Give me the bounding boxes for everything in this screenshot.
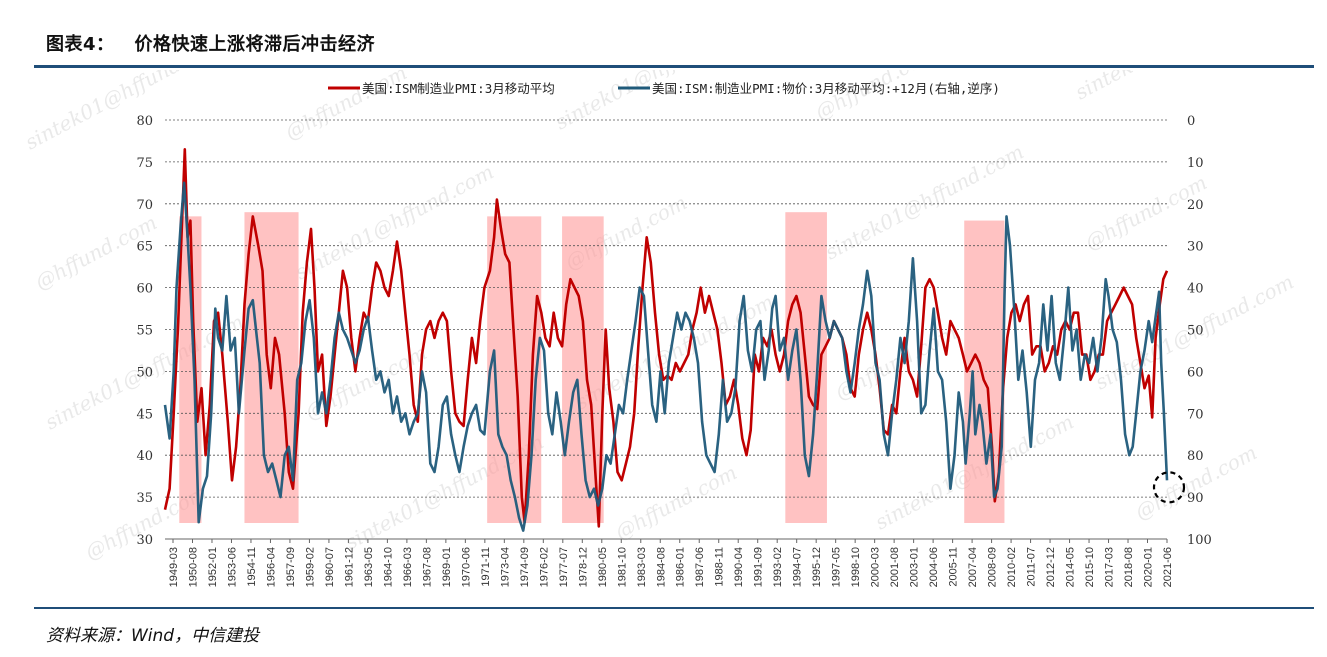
x-tick-label: 1995-12 <box>811 547 823 587</box>
x-tick-label: 1967-08 <box>421 547 433 587</box>
legend-price-label: 美国:ISM:制造业PMI:物价:3月移动平均:+12月(右轴,逆序) <box>652 81 1000 96</box>
legend-pmi-label: 美国:ISM制造业PMI:3月移动平均 <box>362 81 555 96</box>
left-tick-label: 75 <box>136 156 153 171</box>
x-tick-label: 2000-03 <box>870 547 882 587</box>
watermark-text: sintek01@hffund.com <box>551 70 758 134</box>
shaded-period <box>562 216 604 523</box>
x-tick-label: 1994-07 <box>792 547 804 587</box>
x-tick-label: 1980-05 <box>597 547 609 587</box>
x-tick-label: 1966-03 <box>402 547 414 587</box>
watermark-text: sintek01@hffund.com <box>1071 70 1278 104</box>
x-tick-label: 2008-09 <box>987 547 999 587</box>
x-tick-label: 2004-06 <box>928 547 940 587</box>
x-tick-label: 1950-08 <box>187 547 199 587</box>
right-tick-label: 60 <box>1187 365 1204 380</box>
x-tick-label: 2021-06 <box>1162 547 1174 587</box>
right-tick-label: 30 <box>1187 240 1204 255</box>
watermark-text: @hffund.com <box>811 70 941 124</box>
left-tick-label: 35 <box>136 491 153 506</box>
x-tick-label: 1984-08 <box>655 547 667 587</box>
x-tick-label: 1993-02 <box>772 547 784 587</box>
x-tick-label: 1976-02 <box>538 547 550 587</box>
left-tick-label: 70 <box>136 198 153 213</box>
right-tick-label: 50 <box>1187 324 1204 339</box>
x-tick-label: 1981-10 <box>616 547 628 587</box>
figure-title-text: 价格快速上涨将滞后冲击经济 <box>134 34 376 55</box>
x-tick-label: 1973-04 <box>499 547 511 587</box>
x-tick-label: 2003-01 <box>909 547 921 587</box>
x-tick-label: 2011-07 <box>1026 547 1038 587</box>
x-tick-label: 2014-05 <box>1065 547 1077 587</box>
right-tick-label: 0 <box>1187 114 1195 129</box>
x-tick-label: 1997-05 <box>831 547 843 587</box>
x-tick-label: 1964-10 <box>382 547 394 587</box>
x-tick-label: 1969-01 <box>441 547 453 587</box>
x-tick-label: 1963-05 <box>363 547 375 587</box>
x-tick-label: 1998-10 <box>850 547 862 587</box>
x-tick-label: 1960-07 <box>324 547 336 587</box>
x-tick-label: 1971-11 <box>480 547 492 587</box>
x-tick-label: 1986-01 <box>675 547 687 587</box>
x-tick-label: 1957-09 <box>285 547 297 587</box>
x-tick-label: 1978-12 <box>577 547 589 587</box>
x-tick-label: 2017-03 <box>1104 547 1116 587</box>
highlight-circle <box>1152 471 1186 504</box>
x-tick-label: 1953-06 <box>226 547 238 587</box>
x-tick-label: 1952-01 <box>207 547 219 587</box>
x-tick-label: 1961-12 <box>343 547 355 587</box>
left-tick-label: 45 <box>136 407 153 422</box>
left-tick-label: 65 <box>136 240 153 255</box>
x-tick-label: 1949-03 <box>168 547 180 587</box>
x-tick-label: 2015-10 <box>1084 547 1096 587</box>
x-tick-label: 1988-11 <box>714 547 726 587</box>
left-tick-label: 40 <box>136 449 153 464</box>
x-tick-label: 2018-08 <box>1123 547 1135 587</box>
x-tick-label: 1987-06 <box>694 547 706 587</box>
x-tick-label: 1959-02 <box>304 547 316 587</box>
top-rule <box>34 65 1314 68</box>
x-tick-label: 2020-01 <box>1143 547 1155 587</box>
source-note: 资料来源：Wind，中信建投 <box>46 626 260 646</box>
right-tick-label: 40 <box>1187 282 1204 297</box>
right-tick-label: 100 <box>1187 533 1212 548</box>
x-tick-label: 1970-06 <box>460 547 472 587</box>
x-tick-label: 1956-04 <box>265 547 277 587</box>
watermark-text: sintek01@hffund.com <box>21 70 228 154</box>
right-tick-label: 70 <box>1187 407 1204 422</box>
pmi-price-chart: sintek01@hffund.com @hffund.com sintek01@h… <box>21 70 1298 587</box>
right-tick-label: 90 <box>1187 491 1204 506</box>
left-tick-label: 30 <box>136 533 153 548</box>
x-tick-label: 1983-03 <box>636 547 648 587</box>
x-tick-label: 1991-09 <box>753 547 765 587</box>
price-series-line <box>163 181 1169 532</box>
right-tick-label: 80 <box>1187 449 1204 464</box>
x-tick-label: 1974-09 <box>519 547 531 587</box>
bottom-rule <box>34 607 1314 609</box>
left-tick-label: 80 <box>136 114 153 129</box>
left-tick-label: 60 <box>136 282 153 297</box>
x-tick-label: 2001-08 <box>889 547 901 587</box>
left-tick-label: 50 <box>136 365 153 380</box>
figure-number: 图表4： <box>46 34 115 55</box>
right-tick-label: 10 <box>1187 156 1204 171</box>
left-tick-label: 55 <box>136 324 153 339</box>
x-tick-label: 2012-12 <box>1045 547 1057 587</box>
x-tick-label: 2007-04 <box>967 547 979 587</box>
watermark-text: @hffund.com <box>611 460 741 544</box>
right-tick-label: 20 <box>1187 198 1204 213</box>
x-tick-label: 2010-02 <box>1006 547 1018 587</box>
x-tick-label: 1977-07 <box>558 547 570 587</box>
x-tick-label: 1990-04 <box>733 547 745 587</box>
x-tick-label: 2005-11 <box>948 547 960 587</box>
figure-title: 图表4： 价格快速上涨将滞后冲击经济 <box>46 30 375 56</box>
x-tick-label: 1954-11 <box>246 547 258 587</box>
